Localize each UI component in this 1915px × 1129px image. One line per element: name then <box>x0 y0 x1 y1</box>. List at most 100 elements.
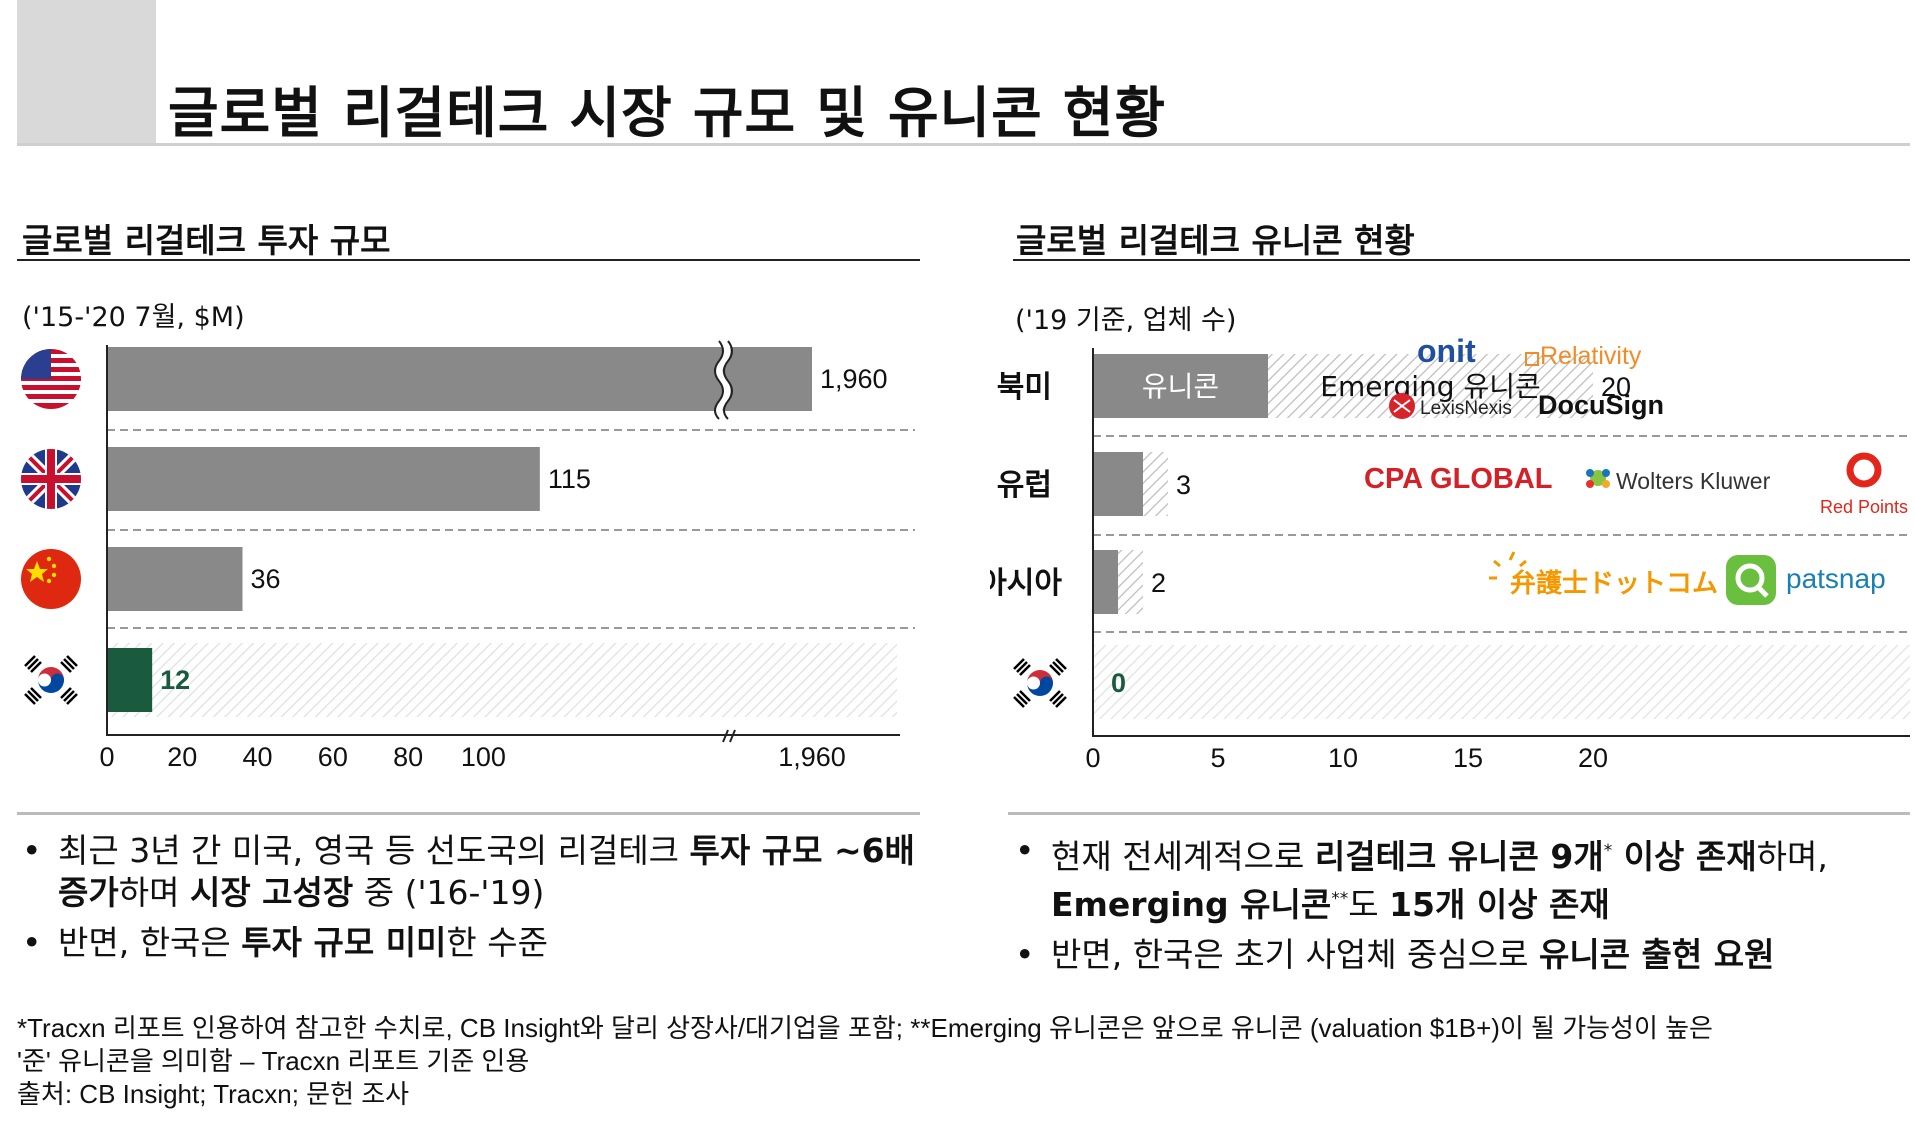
left-divider <box>17 812 920 815</box>
bar-value-label: 1,960 <box>820 364 888 394</box>
bullet-emphasis: 15개 이상 존재 <box>1389 885 1610 924</box>
svg-text:patsnap: patsnap <box>1786 563 1886 594</box>
bullet-text: 도 <box>1348 885 1390 924</box>
axis-break-mark <box>715 338 731 422</box>
bullet-item: • 반면, 한국은 초기 사업체 중심으로 유니콘 출현 요원 <box>1015 934 1910 976</box>
bar-total-label: 2 <box>1151 568 1166 598</box>
bullet-dot: • <box>1015 935 1035 974</box>
bar-total-label: 3 <box>1176 470 1191 500</box>
x-tick-label: 10 <box>1328 743 1358 770</box>
bullet-text: 반면, 한국은 <box>58 923 242 962</box>
right-section-title: 글로벌 리걸테크 유니콘 현황 <box>1016 221 1415 260</box>
bullet-emphasis: 리걸테크 유니콘 9개 <box>1314 837 1604 876</box>
right-section-rule <box>1013 259 1910 261</box>
bullet-dot: • <box>22 831 42 870</box>
wolters-kluwer-logo: Wolters Kluwer <box>1586 468 1771 494</box>
bullet-dot: • <box>1015 831 1035 870</box>
bullet-item: • 반면, 한국은 투자 규모 미미한 수준 <box>22 922 922 964</box>
title-underline <box>17 143 1910 146</box>
investment-chart: 1,960 115 36 12 0 20 40 60 80 100 1,960 <box>21 338 915 770</box>
series-label-emerging: Emerging 유니콘 <box>1320 370 1540 403</box>
korea-row-background <box>107 643 897 717</box>
emerging-unicorn-bar <box>1143 452 1168 516</box>
svg-text:Relativity: Relativity <box>1540 342 1642 370</box>
bullet-text: 하며, <box>1756 837 1828 876</box>
title-accent-block <box>17 0 156 145</box>
left-section-rule <box>17 259 920 261</box>
lexisnexis-logo: LexisNexis <box>1389 393 1512 419</box>
bar-total-label: 0 <box>1111 668 1126 698</box>
x-tick-label: 20 <box>167 742 197 770</box>
bullet-item: • 최근 3년 간 미국, 영국 등 선도국의 리걸테크 투자 규모 ~6배 증가… <box>22 830 922 914</box>
bullet-emphasis: 투자 규모 미미 <box>241 923 447 962</box>
svg-text:Wolters Kluwer: Wolters Kluwer <box>1616 468 1771 494</box>
relativity-logo: Relativity <box>1525 342 1642 370</box>
us-flag-icon <box>21 349 81 409</box>
page-title: 글로벌 리걸테크 시장 규모 및 유니콘 현황 <box>168 81 1167 145</box>
x-tick-label: 100 <box>461 742 506 770</box>
bullet-emphasis: 이상 존재 <box>1612 837 1757 876</box>
docusign-logo: DocuSign <box>1538 390 1664 420</box>
x-tick-label: 40 <box>243 742 273 770</box>
bullet-text: 하며 <box>118 873 190 912</box>
x-tick-label: 80 <box>393 742 423 770</box>
patsnap-logo: patsnap <box>1726 555 1886 605</box>
korea-flag-icon <box>1010 653 1070 713</box>
bullet-text: ** <box>1331 889 1349 909</box>
x-tick-label: 15 <box>1453 743 1483 770</box>
axis-break-mark <box>723 340 733 420</box>
bullet-text: * <box>1603 841 1613 861</box>
row-category-label: 북미 <box>997 370 1052 405</box>
left-unit-label: ('15-'20 7월, $M) <box>22 302 245 333</box>
bullet-text: 중 ('16-'19) <box>353 873 545 912</box>
korea-flag-icon <box>21 650 81 710</box>
unicorn-bar <box>1093 354 1268 418</box>
bullet-emphasis: 유니콘 출현 요원 <box>1538 935 1775 974</box>
series-label-unicorn: 유니콘 <box>1142 370 1219 403</box>
bar <box>107 347 812 411</box>
bar <box>107 648 153 712</box>
unicorn-bar <box>1093 550 1118 614</box>
x-tick-label: 0 <box>1085 743 1100 770</box>
left-bullet-list: • 최근 3년 간 미국, 영국 등 선도국의 리걸테크 투자 규모 ~6배 증가… <box>22 830 922 972</box>
bullet-emphasis: 투자 규모 ~6배 증가 <box>58 831 915 912</box>
right-bullet-list: • 현재 전세계적으로 리걸테크 유니콘 9개* 이상 존재하며, Emergin… <box>1015 830 1910 984</box>
bullet-dot: • <box>22 923 42 962</box>
x-tick-label: 0 <box>99 742 114 770</box>
axis-break-mark <box>714 340 724 420</box>
left-section-title: 글로벌 리걸테크 투자 규모 <box>22 221 391 260</box>
x-tick-label: 60 <box>318 742 348 770</box>
footnote-line: *Tracxn 리포트 인용하여 참고한 수치로, CB Insight와 달리… <box>17 1013 1713 1043</box>
uk-flag-icon <box>21 449 81 509</box>
source-line: 출처: CB Insight; Tracxn; 문헌 조사 <box>17 1079 410 1109</box>
bar-total-label: 20 <box>1601 372 1631 402</box>
bar-value-label: 36 <box>250 564 280 594</box>
svg-text:Red Points: Red Points <box>1820 497 1908 517</box>
bar <box>107 447 540 511</box>
korea-row-background <box>1093 645 1910 719</box>
svg-text:弁護士ドットコム: 弁護士ドットコム <box>1510 568 1718 598</box>
bar-value-label: 12 <box>160 665 190 695</box>
emerging-unicorn-bar <box>1118 550 1143 614</box>
cpa-global-logo: CPA GLOBAL <box>1364 463 1553 495</box>
china-flag-icon <box>21 549 81 609</box>
row-category-label: 유럽 <box>997 468 1052 503</box>
right-unit-label: ('19 기준, 업체 수) <box>1015 305 1237 336</box>
x-tick-label: 20 <box>1578 743 1608 770</box>
bullet-emphasis: Emerging 유니콘 <box>1051 885 1332 924</box>
bullet-emphasis: 시장 고성장 <box>189 873 354 912</box>
bullet-text: 현재 전세계적으로 <box>1051 837 1315 876</box>
x-axis-break-mark <box>722 729 736 743</box>
bullet-text: 한 수준 <box>446 923 548 962</box>
bar <box>107 547 243 611</box>
svg-text:LexisNexis: LexisNexis <box>1420 398 1512 419</box>
onit-logo: onit <box>1417 333 1476 369</box>
x-tick-label: 1,960 <box>778 742 846 770</box>
bullet-item: • 현재 전세계적으로 리걸테크 유니콘 9개* 이상 존재하며, Emergin… <box>1015 830 1910 926</box>
unicorn-bar <box>1093 452 1143 516</box>
bar-value-label: 115 <box>548 464 591 494</box>
red-points-logo: Red Points <box>1820 452 1908 517</box>
x-tick-label: 5 <box>1210 743 1225 770</box>
bengoshi-dotcom-logo: 弁護士ドットコム <box>1489 551 1718 598</box>
